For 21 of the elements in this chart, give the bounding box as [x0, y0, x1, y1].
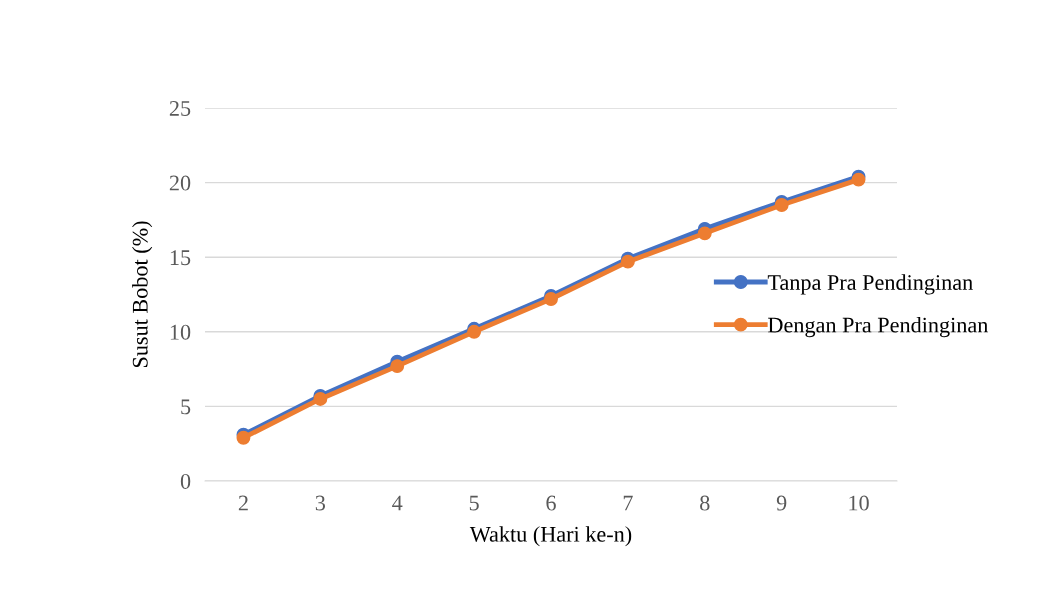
y-tick-label: 20 — [169, 175, 191, 191]
x-tick-label: 2 — [238, 495, 248, 511]
x-tick-label: 5 — [469, 495, 479, 511]
x-tick-label: 9 — [776, 495, 787, 511]
point — [390, 359, 405, 374]
y-tick-label: 0 — [180, 473, 191, 489]
x-tick-label: 3 — [315, 495, 326, 511]
y-tick-label: 10 — [170, 324, 191, 340]
point — [697, 226, 712, 241]
y-axis-title: Susut Bobot (%) — [132, 221, 153, 368]
x-axis-title: Waktu (Hari ke-n) — [469, 526, 632, 547]
y-tick-label: 25 — [169, 100, 191, 116]
x-tick-label: 7 — [623, 495, 633, 511]
x-tick-label: 10 — [849, 495, 869, 511]
legend-label: Tanpa Pra Pendinginan — [767, 274, 973, 295]
y-tick-label: 15 — [170, 250, 191, 266]
x-tick-label: 6 — [546, 495, 556, 511]
legend-label: Dengan Pra Pendinginan — [768, 316, 989, 338]
x-tick-label: 8 — [700, 495, 710, 511]
y-tick-label: 5 — [181, 399, 191, 415]
x-tick-label: 4 — [392, 495, 403, 511]
